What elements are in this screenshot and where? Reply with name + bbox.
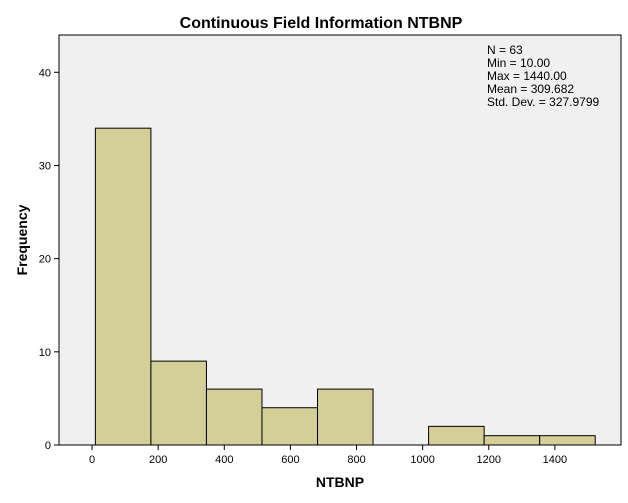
y-tick-label: 0 (45, 440, 51, 452)
chart-title: Continuous Field Information NTBNP (180, 15, 463, 32)
x-axis: 0 200 400 600 800 1000 1200 1400 (89, 445, 567, 466)
y-tick-label: 20 (39, 254, 51, 266)
x-tick-label: 1400 (543, 454, 567, 466)
stat-line: Max = 1440.00 (487, 69, 567, 83)
histogram-bar (94, 127, 152, 446)
x-axis-title: NTBNP (316, 474, 364, 490)
x-tick-label: 0 (89, 454, 95, 466)
y-tick-label: 10 (39, 347, 51, 359)
y-axis: 0 10 20 30 40 (39, 67, 59, 452)
x-tick-label: 1000 (410, 454, 434, 466)
stat-line: N = 63 (487, 43, 523, 57)
x-tick-label: 600 (281, 454, 299, 466)
stat-line: Mean = 309.682 (487, 82, 574, 96)
histogram-bar (539, 435, 596, 446)
histogram-bar (150, 360, 207, 446)
stat-line: Std. Dev. = 327.9799 (487, 95, 600, 109)
stat-line: Min = 10.00 (487, 56, 550, 70)
x-tick-label: 400 (215, 454, 233, 466)
bars-group (94, 127, 596, 446)
histogram-bar (483, 435, 541, 446)
histogram-bar (205, 388, 263, 446)
x-tick-label: 1200 (477, 454, 501, 466)
x-tick-label: 200 (149, 454, 167, 466)
y-tick-label: 30 (39, 160, 51, 172)
x-tick-label: 800 (347, 454, 365, 466)
histogram-bar (261, 407, 319, 446)
histogram-bar (317, 388, 374, 446)
y-axis-title: Frequency (14, 204, 30, 275)
histogram-bar (428, 425, 485, 446)
y-tick-label: 40 (39, 67, 51, 79)
